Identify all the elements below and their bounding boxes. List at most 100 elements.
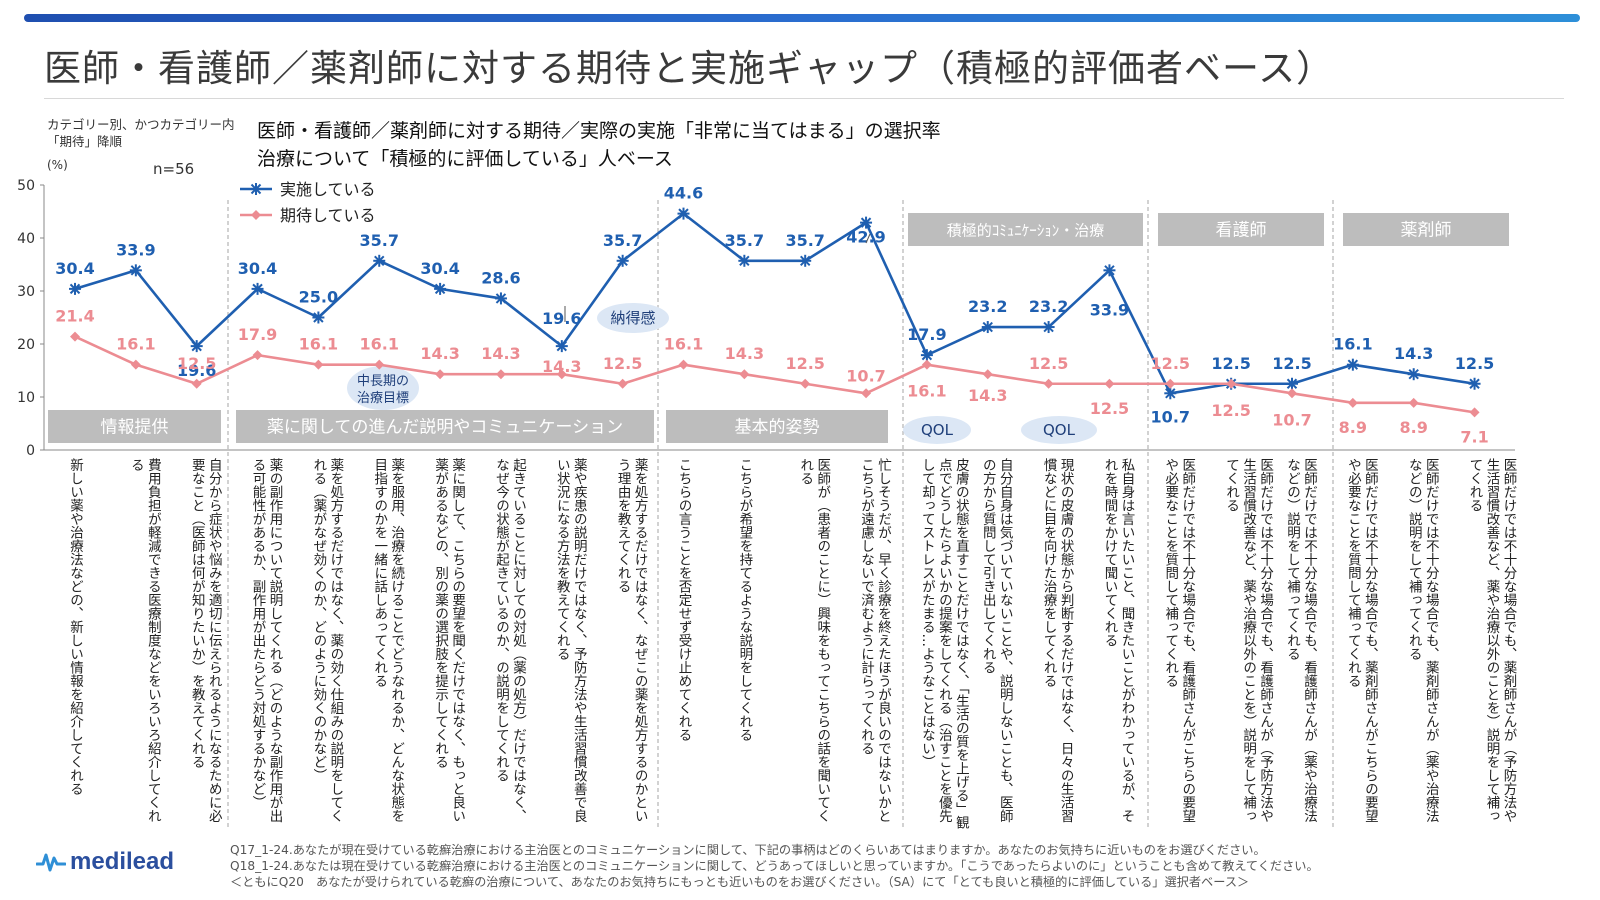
data-point-expected [678,359,689,370]
data-label-expected: 14.3 [968,386,1007,405]
data-label-implemented: 35.7 [360,231,399,250]
data-point-expected [861,388,872,399]
category-label-text: 薬に関しての進んだ説明やコミュニケーション [267,418,623,438]
data-point-expected [435,369,446,380]
data-point-implemented [860,216,873,229]
data-label-expected: 12.5 [785,354,824,373]
label-leader-line [865,233,871,244]
data-point-implemented [129,264,142,277]
x-category-label: 費用負担が軽減できる医療制度などをいろいろ紹介してくれる [127,458,161,823]
data-point-expected [1347,397,1358,408]
footnote-base: ＜ともにQ20 あなたが受けられている乾癬の治療について、あなたのお気持ちにもっ… [230,875,1250,889]
highlight-bubble-text: QOL [921,421,954,439]
data-label-expected: 16.1 [664,335,703,354]
data-label-implemented: 12.5 [1455,354,1494,373]
x-category-label: 医師だけでは不十分な場合でも、看護師さんがこちらの要望や必要なことを質問して補っ… [1162,458,1196,823]
category-label-text: 薬剤師 [1401,221,1452,241]
data-label-implemented: 10.7 [1151,407,1190,426]
data-label-expected: 14.3 [420,344,459,363]
data-label-expected: 16.1 [116,335,155,354]
sort-note-line-2: 「期待」降順 [47,134,123,149]
data-label-expected: 12.5 [1090,399,1129,418]
data-label-expected: 12.5 [603,354,642,373]
data-label-implemented: 33.9 [1090,300,1129,319]
y-tick-label: 40 [17,231,35,247]
chart-subtitle-line-2: 治療について「積極的に評価している」人ベース [257,148,673,170]
x-category-label: 医師が（患者のことに）興味をもってこちらの話を聞いてくれる [797,458,831,823]
data-point-expected [1469,407,1480,418]
x-category-label: 薬や疾患の説明だけではなく、予防方法や生活習慣改善で良い状況になる方法を教えてく… [553,458,587,823]
y-tick-label: 10 [17,390,35,406]
data-point-implemented [677,207,690,220]
y-tick-label: 50 [17,178,35,194]
data-label-implemented: 17.9 [907,325,946,344]
data-point-implemented [434,282,447,295]
data-label-expected: 14.3 [725,344,764,363]
legend-marker-expected [251,210,261,220]
x-category-label: 皮膚の状態を直すことだけではなく、「生活の質を上げる」観点でどうしたらよいかの提… [918,458,969,830]
data-label-implemented: 19.6 [177,361,216,380]
data-point-implemented [69,282,81,295]
data-label-implemented: 14.3 [1394,344,1433,363]
x-category-label: 自分から症状や悩みを適切に伝えられるようになるために必要なこと（医師は何が知りた… [188,458,222,823]
data-point-implemented [190,340,203,353]
data-label-implemented: 12.5 [1211,354,1250,373]
data-label-implemented: 35.7 [725,231,764,250]
data-label-implemented: 33.9 [116,240,155,259]
x-category-label: 医師だけでは不十分な場合でも、薬剤師さんがこちらの要望や必要なことを質問して補っ… [1344,458,1378,823]
pulse-logo-icon [36,853,66,872]
chart-subtitle-line-1: 医師・看護師／薬剤師に対する期待／実際の実施「非常に当てはまる」の選択率 [257,120,941,142]
data-label-implemented: 23.2 [1029,297,1068,316]
data-label-implemented: 12.5 [1272,354,1311,373]
data-point-implemented [494,292,507,305]
data-label-implemented: 30.4 [238,259,277,278]
top-accent-bar [24,14,1580,22]
data-label-expected: 12.5 [177,354,216,373]
data-label-implemented: 42.9 [846,228,885,247]
data-point-implemented [373,254,386,267]
data-point-expected [191,378,202,389]
data-label-expected: 14.3 [481,344,520,363]
data-point-expected [252,350,263,361]
legend-label: 実施している [280,180,376,199]
data-label-implemented: 44.6 [664,184,703,203]
data-label-expected: 16.1 [360,335,399,354]
x-category-label: 薬の副作用について説明してくれる（どのような副作用が出る可能性があるか、副作用が… [249,458,283,823]
data-point-implemented [616,254,629,267]
x-category-label: 医師だけでは不十分な場合でも、薬剤師さんが（予防方法や生活習慣改善など、薬や治療… [1466,458,1517,823]
data-point-implemented [981,321,994,334]
y-tick-label: 0 [26,443,35,459]
category-label-text: 看護師 [1216,221,1267,241]
data-point-implemented [251,282,264,295]
category-label-box [1158,213,1324,246]
data-label-implemented: 25.0 [299,288,338,307]
brand-logo: medilead [36,848,174,876]
survey-footnote: Q17_1-24.あなたが現在受けている乾癬治療における主治医とのコミュニケーシ… [230,842,1319,890]
x-category-label: 薬を服用、治療を続けることでどうなれるか、どんな状態を目指すのかを一緒に話しあっ… [371,458,405,823]
data-point-implemented [920,349,933,362]
data-point-expected [1165,378,1176,389]
x-category-label: 起きていることに対しての対処（薬の処方）だけではなく、なぜ今の状態が起きているの… [492,458,526,823]
data-point-implemented [1468,377,1481,390]
data-label-implemented: 28.6 [481,268,520,287]
footnote-q17: Q17_1-24.あなたが現在受けている乾癬治療における主治医とのコミュニケーシ… [230,843,1266,857]
x-category-label: 医師だけでは不十分な場合でも、看護師さんが（薬や治療法などの）説明をして補ってく… [1284,458,1317,823]
sort-note: カテゴリー別、かつカテゴリー内 「期待」降順 [47,116,235,150]
data-point-implemented [799,254,812,267]
data-label-implemented: 30.4 [420,259,459,278]
data-label-expected: 16.1 [907,382,946,401]
x-category-label: 薬を処方するだけではなく、なぜこの薬を処方するのかという理由を教えてくれる [614,458,648,823]
data-point-expected [739,369,750,380]
data-label-implemented: 19.6 [542,309,581,328]
data-label-implemented: 16.1 [1333,335,1372,354]
data-point-expected [1287,388,1297,399]
x-category-label: こちらの言うことを否定せず受け止めてくれる [675,458,692,742]
series-line-implemented [74,212,1475,395]
data-point-expected [70,331,80,342]
x-category-label: 私自身は言いたいこと、聞きたいことがわかっているが、それを時間をかけて聞いてくれ… [1101,458,1135,823]
data-point-implemented [738,254,751,267]
highlight-bubble-text: 納得感 [610,309,655,327]
page-title: 医師・看護師／薬剤師に対する期待と実施ギャップ（積極的評価者ベース） [44,47,1335,90]
data-label-expected: 10.7 [846,366,885,385]
x-category-label: 自分自身は気づいていないことや、説明しないことも、医師の方から質問して引き出して… [979,458,1013,823]
